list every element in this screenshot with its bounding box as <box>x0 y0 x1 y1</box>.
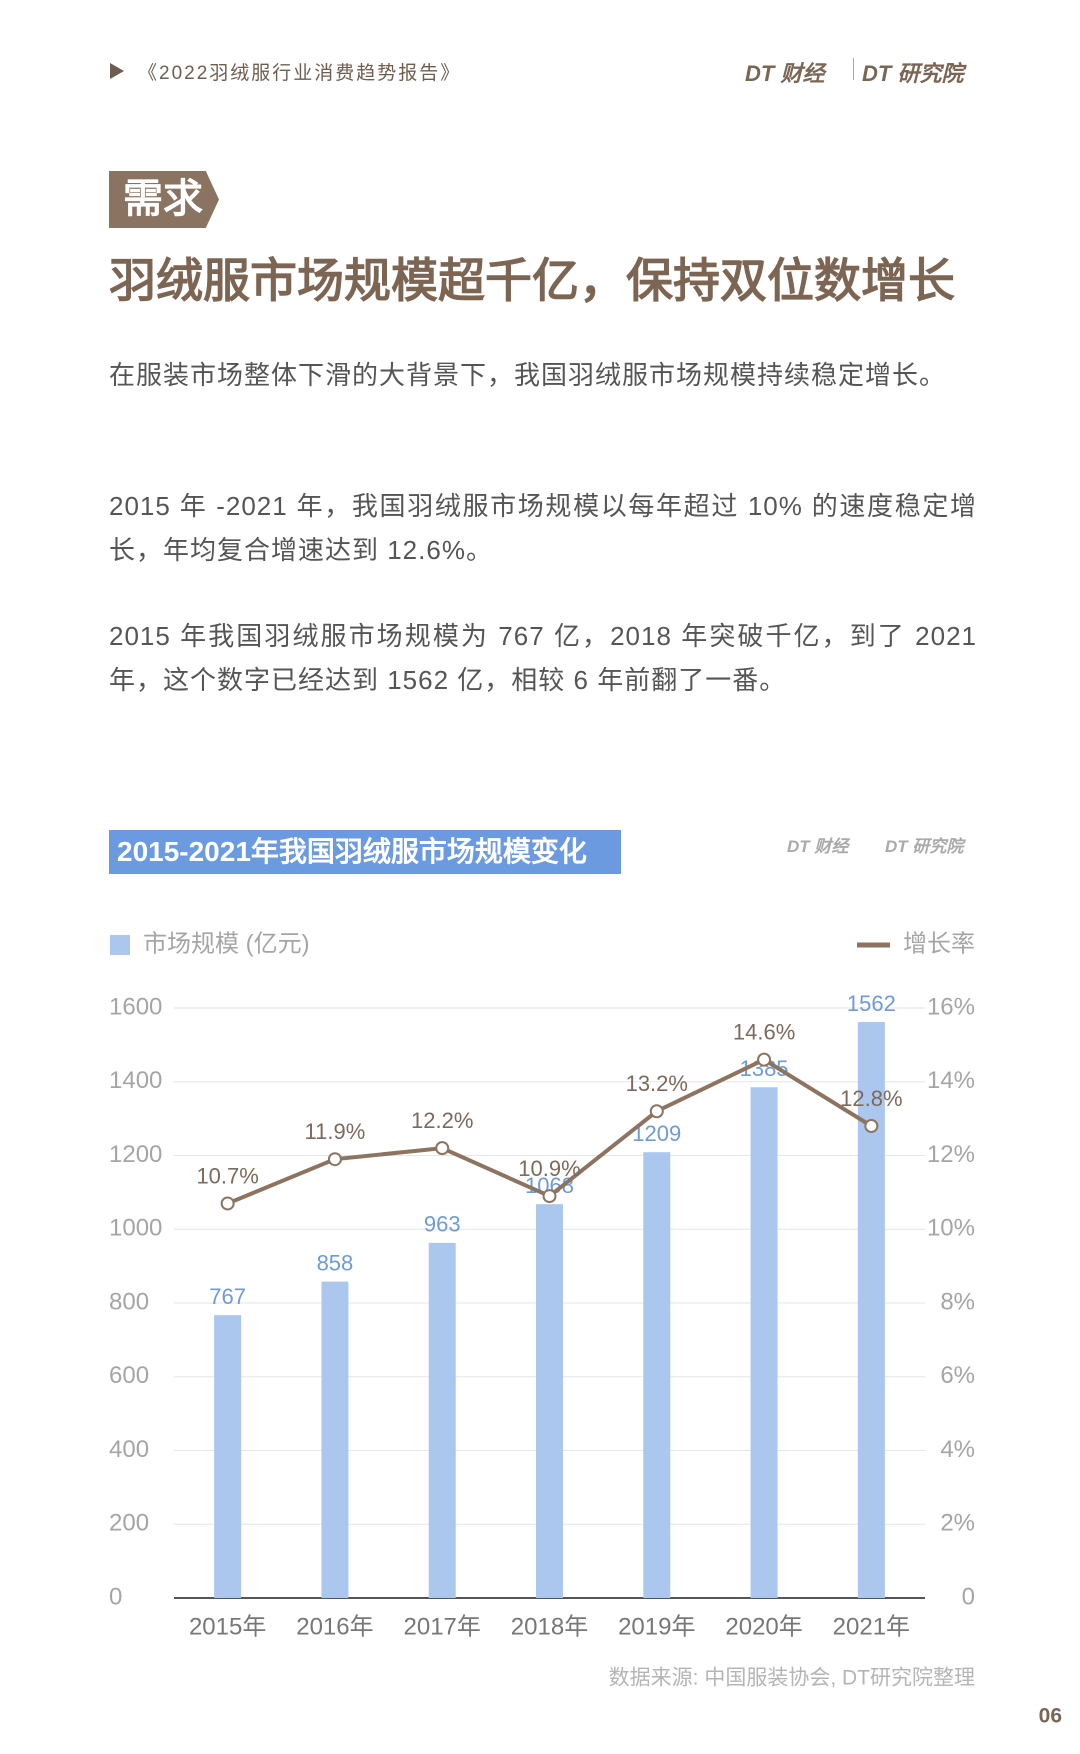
source: 数据来源: 中国服装协会, DT研究院整理 <box>609 1667 975 1690</box>
bar-label: 963 <box>424 1212 461 1237</box>
legend-label: 增长率 <box>903 930 975 957</box>
bar <box>214 1315 242 1598</box>
y-tick-label: 400 <box>109 1436 149 1463</box>
growth-label: 14.6% <box>733 1019 795 1044</box>
y-tick-label: 1000 <box>109 1215 162 1242</box>
growth-label: 10.9% <box>518 1156 580 1181</box>
x-tick-label: 2019年 <box>618 1613 695 1640</box>
chart-logo: DT 研究院 <box>885 837 964 856</box>
page-title: 羽绒服市场规模超千亿，保持双位数增长 <box>109 254 955 307</box>
y-tick-label: 1600 <box>109 993 162 1020</box>
y2-tick-label: 10% <box>927 1215 975 1242</box>
bar <box>643 1152 671 1598</box>
y-tick-label: 1400 <box>109 1067 162 1094</box>
y2-tick-label: 2% <box>940 1510 975 1537</box>
growth-label: 10.7% <box>196 1163 258 1188</box>
bar <box>857 1022 885 1598</box>
y2-tick-label: 16% <box>927 993 975 1020</box>
legend-label: 市场规模 (亿元) <box>143 930 310 957</box>
page-number: 06 <box>1039 1705 1062 1728</box>
header-report: 《2022羽绒服行业消费趋势报告》 <box>138 63 462 84</box>
growth-point <box>757 1052 772 1067</box>
y-tick-label: 200 <box>109 1510 149 1537</box>
y2-tick-label: 6% <box>940 1362 975 1389</box>
bar <box>536 1204 563 1598</box>
bar-label: 858 <box>317 1250 354 1275</box>
growth-point <box>327 1152 342 1167</box>
paragraph: 在服装市场整体下滑的大背景下，我国羽绒服市场规模持续稳定增长。 <box>109 360 947 390</box>
legend-swatch <box>110 935 130 955</box>
y2-tick-label: 0 <box>962 1583 975 1610</box>
growth-label: 12.8% <box>840 1086 902 1111</box>
y-tick-label: 800 <box>109 1288 149 1315</box>
y2-tick-label: 14% <box>927 1067 975 1094</box>
x-tick-label: 2015年 <box>189 1613 266 1640</box>
bar <box>321 1281 349 1598</box>
bar-label: 1562 <box>847 991 896 1016</box>
section-tag: 需求 <box>109 171 219 228</box>
y2-tick-label: 4% <box>940 1436 975 1463</box>
growth-point <box>864 1119 879 1133</box>
y2-tick-label: 8% <box>940 1288 975 1315</box>
growth-point <box>435 1141 450 1156</box>
chart-logo: DT 财经 <box>787 837 849 856</box>
bar <box>750 1087 778 1598</box>
divider <box>853 58 854 80</box>
paragraph: 2015 年 -2021 年，我国羽绒服市场规模以每年超过 10% 的速度稳定增… <box>109 491 977 565</box>
header-logo: DT 财经 <box>745 61 825 86</box>
growth-label: 13.2% <box>626 1071 688 1096</box>
y-tick-label: 600 <box>109 1362 149 1389</box>
y2-tick-label: 12% <box>927 1141 975 1168</box>
x-tick-label: 2020年 <box>725 1613 802 1640</box>
bar-label: 767 <box>209 1284 246 1309</box>
paragraph: 2015 年我国羽绒服市场规模为 767 亿，2018 年突破千亿，到了 202… <box>109 621 977 695</box>
x-tick-label: 2017年 <box>404 1613 481 1640</box>
x-tick-label: 2021年 <box>833 1613 910 1640</box>
growth-point <box>649 1104 664 1119</box>
x-tick-label: 2018年 <box>511 1613 588 1640</box>
y-tick-label: 0 <box>109 1583 122 1610</box>
growth-point <box>220 1196 235 1211</box>
chart-title: 2015-2021年我国羽绒服市场规模变化 <box>109 830 621 874</box>
growth-label: 11.9% <box>305 1119 366 1144</box>
growth-point <box>542 1189 557 1204</box>
header-logo: DT 研究院 <box>862 61 964 86</box>
bar <box>428 1242 456 1598</box>
growth-label: 12.2% <box>411 1108 473 1133</box>
header-arrow <box>110 63 124 79</box>
x-tick-label: 2016年 <box>296 1613 373 1640</box>
y-tick-label: 1200 <box>109 1141 162 1168</box>
